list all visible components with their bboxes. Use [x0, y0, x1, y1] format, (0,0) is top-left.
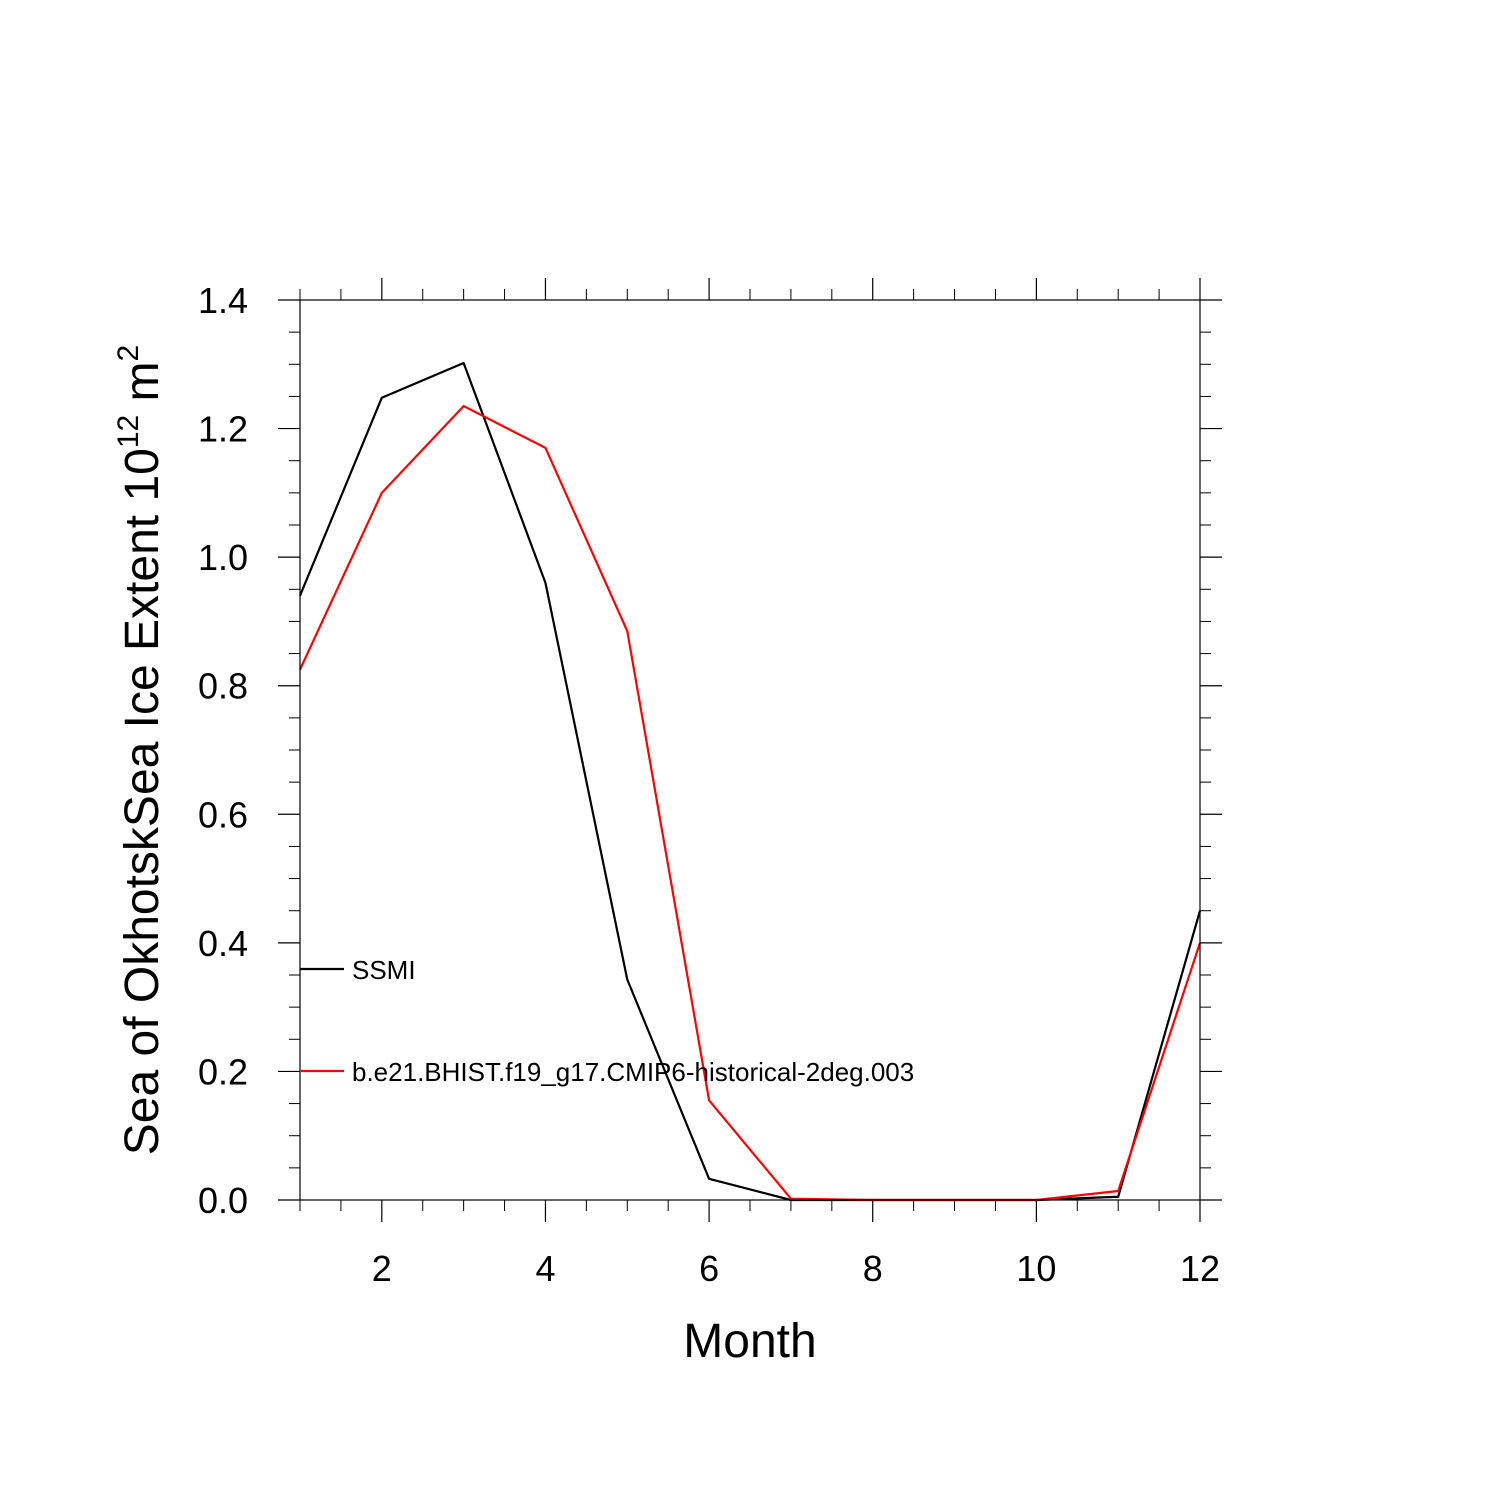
y-tick-label: 0.0 [198, 1180, 248, 1221]
x-tick-label: 12 [1180, 1248, 1220, 1289]
x-tick-label: 6 [699, 1248, 719, 1289]
y-axis-title-exponent: 12 [112, 415, 145, 448]
legend: SSMI b.e21.BHIST.f19_g17.CMIP6-historical… [300, 955, 914, 1087]
y-axis-title-unit: m [116, 361, 169, 414]
y-tick-label: 1.2 [198, 409, 248, 450]
y-tick-label: 0.2 [198, 1051, 248, 1092]
x-tick-label: 8 [863, 1248, 883, 1289]
x-tick-label: 4 [535, 1248, 555, 1289]
legend-label: b.e21.BHIST.f19_g17.CMIP6-historical-2de… [352, 1057, 914, 1087]
y-tick-label: 1.4 [198, 280, 248, 321]
y-tick-label: 0.6 [198, 794, 248, 835]
legend-label: SSMI [352, 955, 416, 985]
x-tick-label: 2 [372, 1248, 392, 1289]
y-tick-label: 1.0 [198, 537, 248, 578]
x-tick-label: 10 [1016, 1248, 1056, 1289]
x-axis-title: Month [683, 1315, 816, 1368]
plot-frame [299, 299, 1201, 1201]
y-axis-title-base: Sea of OkhotskSea Ice Extent 10 [116, 448, 169, 1155]
y-axis-title-unit-exponent: 2 [112, 345, 145, 362]
ticks-layer: 2 4 6 8 10 12 0.0 0.2 0.4 0.6 0.8 1.0 1.2 1.4 [198, 278, 1222, 1289]
y-axis-title: Sea of OkhotskSea Ice Extent 1012 m2 [112, 345, 169, 1155]
y-tick-label: 0.4 [198, 923, 248, 964]
y-tick-label: 0.8 [198, 666, 248, 707]
series-line-1 [299, 404, 1202, 1202]
